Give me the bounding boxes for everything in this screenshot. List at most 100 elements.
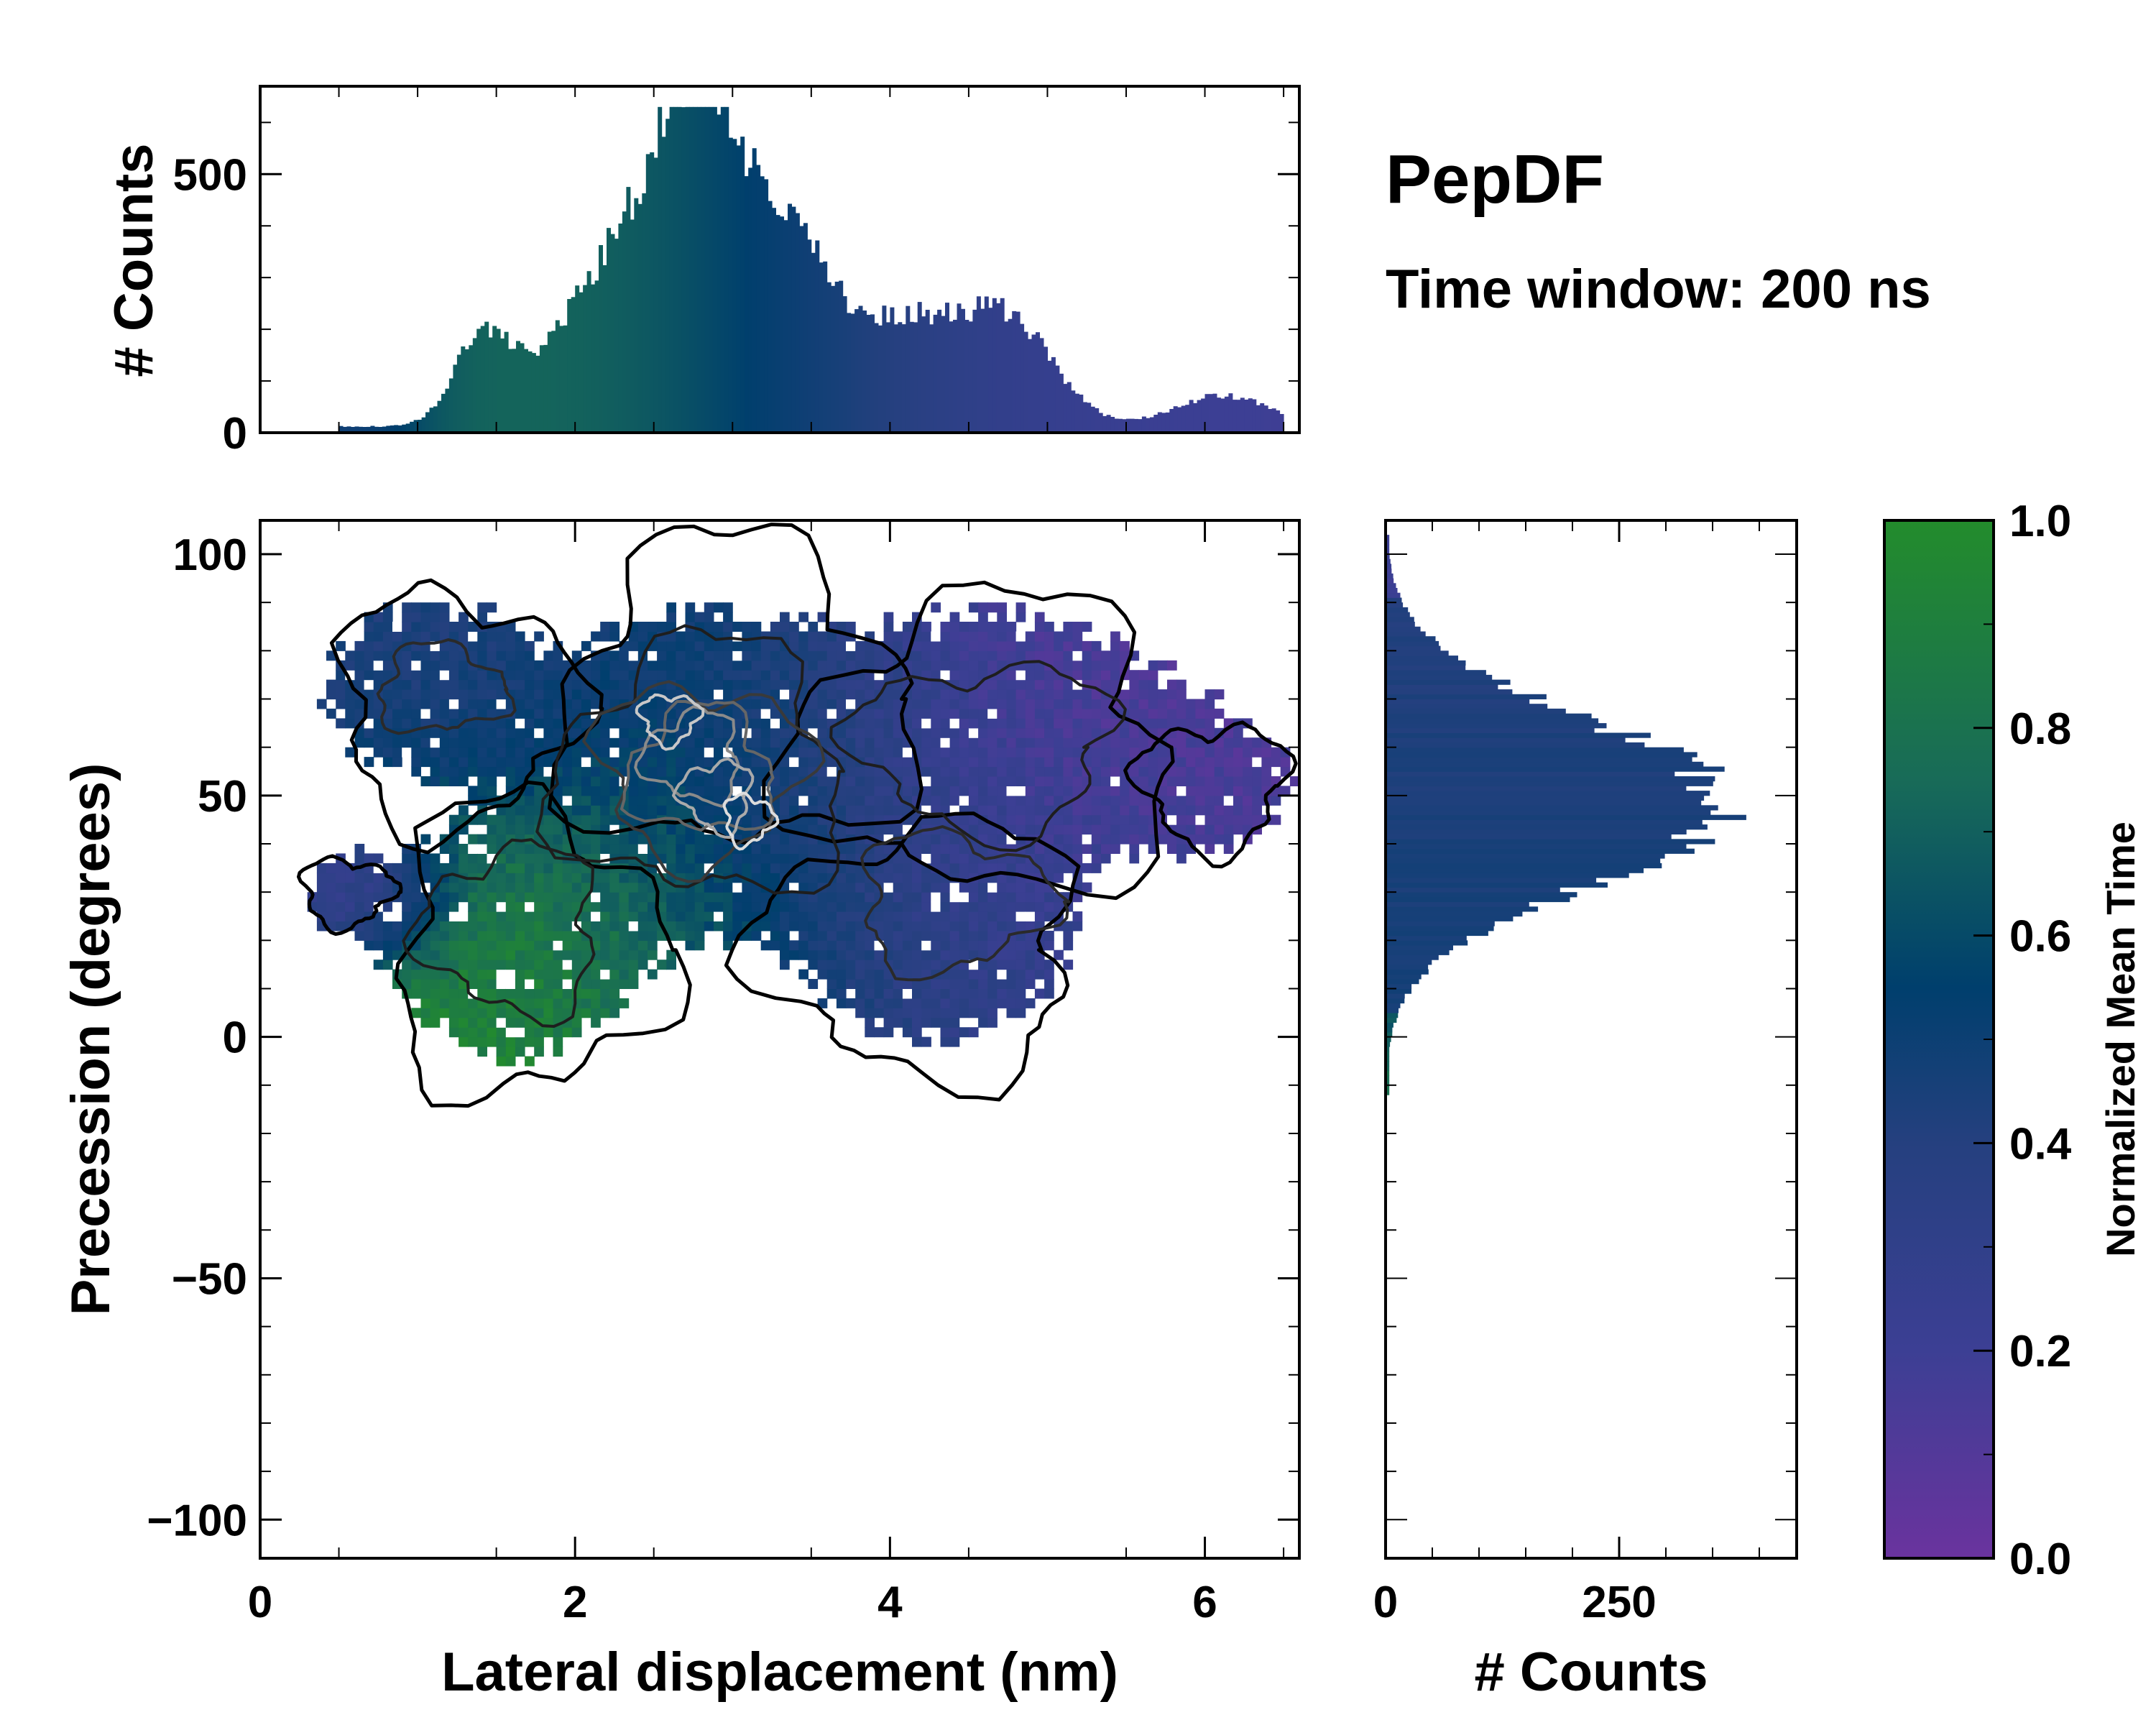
top-histogram-bar [1114, 418, 1119, 433]
heatmap-cell [1091, 650, 1102, 661]
heatmap-cell [430, 853, 441, 864]
heatmap-cell [1129, 834, 1140, 845]
heatmap-cell [817, 940, 828, 951]
heatmap-cell [987, 689, 998, 700]
heatmap-cell [515, 660, 525, 671]
heatmap-cell [855, 747, 865, 758]
heatmap-cell [628, 873, 639, 883]
heatmap-cell [562, 960, 573, 970]
heatmap-cell [931, 640, 941, 651]
heatmap-cell [1054, 949, 1064, 960]
heatmap-cell [505, 737, 516, 748]
top-histogram-bar [1023, 331, 1028, 433]
heatmap-cell [515, 727, 525, 738]
heatmap-cell [1252, 786, 1262, 796]
heatmap-cell [600, 805, 610, 816]
heatmap-cell [883, 631, 894, 642]
heatmap-cell [770, 650, 780, 661]
heatmap-cell [987, 631, 998, 642]
heatmap-cell [893, 853, 903, 864]
heatmap-cell [1091, 747, 1102, 758]
y-axis-label: Precession (degrees) [60, 763, 121, 1316]
heatmap-cell [336, 670, 346, 681]
heatmap-cell [826, 862, 837, 873]
heatmap-cell [770, 844, 780, 854]
heatmap-cell [1063, 814, 1074, 825]
heatmap-cell [751, 679, 762, 690]
top-histogram-bar [921, 316, 926, 433]
top-histogram-bar [957, 303, 962, 433]
heatmap-cell [959, 940, 969, 951]
heatmap-cell [742, 930, 752, 941]
heatmap-cell [1243, 757, 1253, 768]
heatmap-cell [496, 862, 507, 873]
heatmap-cell [808, 892, 819, 903]
top-histogram-bar [1220, 398, 1225, 433]
heatmap-cell [1015, 602, 1026, 613]
heatmap-cell [1063, 660, 1074, 671]
heatmap-cell [1015, 960, 1026, 970]
heatmap-cell [1091, 689, 1102, 700]
heatmap-cell [931, 1008, 941, 1018]
heatmap-cell [978, 612, 988, 622]
heatmap-cell [496, 814, 507, 825]
heatmap-cell [420, 602, 431, 613]
heatmap-cell [1129, 844, 1140, 854]
heatmap-cell [902, 1017, 913, 1028]
heatmap-cell [968, 660, 979, 671]
top-histogram-bar [476, 328, 482, 433]
heatmap-cell [648, 824, 658, 835]
heatmap-cell [940, 814, 951, 825]
heatmap-cell [893, 640, 903, 651]
heatmap-cell [1044, 960, 1054, 970]
heatmap-cell [525, 1017, 535, 1028]
heatmap-cell [1034, 737, 1045, 748]
heatmap-cell [402, 689, 412, 700]
heatmap-cell [525, 930, 535, 941]
heatmap-cell [714, 805, 724, 816]
heatmap-cell [883, 1027, 894, 1038]
top-histogram-bar [1212, 393, 1217, 433]
heatmap-cell [893, 766, 903, 777]
heatmap-cell [619, 660, 630, 671]
heatmap-cell [742, 776, 752, 786]
heatmap-cell [373, 940, 384, 951]
heatmap-cell [912, 1036, 922, 1047]
heatmap-cell [354, 844, 365, 854]
heatmap-cell [525, 689, 535, 700]
heatmap-cell [439, 998, 450, 1008]
contour-line [672, 757, 755, 840]
heatmap-cell [808, 921, 819, 932]
heatmap-cell [591, 921, 601, 932]
heatmap-cell [1082, 660, 1092, 671]
right-histogram-bar [1386, 1085, 1390, 1090]
heatmap-cell [411, 979, 421, 989]
heatmap-cell [1214, 786, 1225, 796]
heatmap-cell [940, 940, 951, 951]
heatmap-cell [1006, 708, 1017, 719]
top-histogram-bar [602, 265, 607, 433]
heatmap-cell [676, 670, 686, 681]
heatmap-cell [619, 757, 630, 768]
right-histogram-bar [1386, 979, 1419, 985]
heatmap-cell [459, 844, 469, 854]
heatmap-cell [628, 901, 639, 912]
heatmap-cell [1044, 727, 1054, 738]
top-histogram-bar [425, 412, 430, 433]
heatmap-cell [1186, 737, 1196, 748]
heatmap-cell [345, 699, 355, 709]
heatmap-cell [940, 1017, 951, 1028]
heatmap-cell [496, 930, 507, 941]
heatmap-cell [959, 882, 969, 893]
right-histogram-bar [1386, 723, 1607, 729]
heatmap-cell [1025, 708, 1036, 719]
heatmap-cell [1025, 757, 1036, 768]
heatmap-cell [553, 882, 563, 893]
heatmap-cell [770, 786, 780, 796]
heatmap-cell [373, 670, 384, 681]
heatmap-cell [902, 921, 913, 932]
heatmap-cell [1034, 747, 1045, 758]
top-histogram-bar [677, 106, 682, 433]
heatmap-cell [534, 882, 544, 893]
heatmap-cell [448, 737, 459, 748]
